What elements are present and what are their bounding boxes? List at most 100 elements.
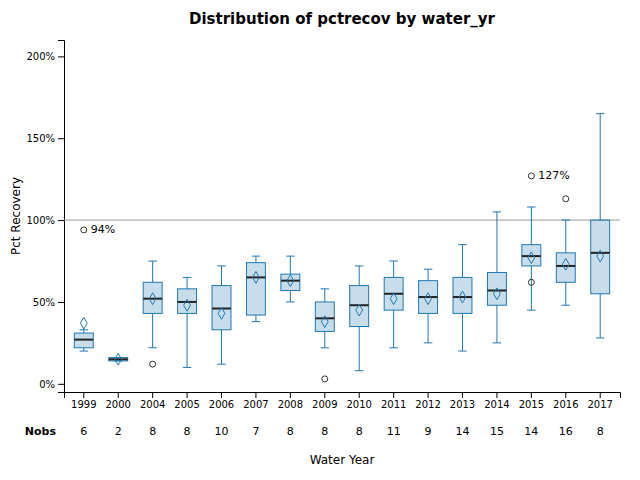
x-tick-mark: [324, 392, 325, 398]
whisker-cap-low: [286, 301, 295, 302]
x-tick: 2000: [105, 392, 130, 410]
box: [281, 256, 300, 302]
marks: [64, 114, 620, 382]
x-tick-mark: [565, 392, 566, 398]
whisker-cap-high: [286, 256, 295, 257]
whisker-cap-low: [458, 351, 467, 352]
whisker-high: [255, 256, 256, 263]
nobs-count: 7: [252, 425, 259, 438]
x-tick: 2005: [174, 392, 199, 410]
annotation: 127%: [538, 169, 569, 182]
whisker-low: [324, 331, 325, 347]
box: [74, 227, 93, 351]
mean-marker: [528, 252, 535, 264]
x-tick-label: 2017: [587, 399, 612, 410]
nobs-count: 8: [287, 425, 294, 438]
whisker-cap-low: [80, 351, 89, 352]
median: [556, 265, 575, 267]
whisker-cap-high: [389, 261, 398, 262]
x-axis: 1999200020042005200620072008200920102011…: [65, 392, 621, 410]
whisker-low: [152, 313, 153, 347]
x-tick-label: 2015: [519, 399, 544, 410]
nobs-count: 8: [356, 425, 363, 438]
median: [74, 339, 93, 341]
chart: 0%50%100%150%200%19992000200420052006200…: [0, 0, 640, 480]
box: [350, 266, 369, 371]
box: [384, 261, 403, 348]
x-tick: 2004: [140, 392, 165, 410]
x-tick: 2009: [312, 392, 337, 410]
median: [281, 280, 300, 282]
x-tick-label: 1999: [71, 399, 96, 410]
whisker-cap-low: [527, 310, 536, 311]
x-tick: 2011: [381, 392, 406, 410]
x-tick-mark: [600, 392, 601, 398]
box-iqr: [212, 286, 231, 330]
box-iqr: [384, 277, 403, 310]
x-tick: 2012: [415, 392, 440, 410]
x-tick-label: 2006: [209, 399, 234, 410]
whisker-cap-low: [217, 364, 226, 365]
whisker-high: [565, 220, 566, 253]
whisker-low: [221, 330, 222, 364]
mean-marker: [562, 258, 569, 270]
whisker-low: [565, 282, 566, 305]
median: [246, 276, 265, 278]
box: [453, 245, 472, 351]
mean-marker: [390, 293, 397, 305]
y-tick-mark: [58, 220, 64, 221]
annotations: 94%127%: [91, 169, 570, 236]
x-tick: 2006: [209, 392, 234, 410]
y-tick-mark: [58, 56, 64, 57]
median: [143, 298, 162, 300]
median: [419, 296, 438, 298]
outlier: [150, 361, 156, 367]
x-tick: 2017: [587, 392, 612, 410]
nobs-count: 9: [425, 425, 432, 438]
x-tick-mark: [221, 392, 222, 398]
outlier: [322, 376, 328, 382]
box-iqr: [556, 253, 575, 282]
median: [109, 358, 128, 360]
x-tick-mark: [83, 392, 84, 398]
x-tick-label: 2016: [553, 399, 578, 410]
x-tick-mark: [118, 392, 119, 398]
whisker-high: [393, 261, 394, 277]
plot: 0%50%100%150%200%19992000200420052006200…: [25, 41, 621, 439]
x-tick-mark: [428, 392, 429, 398]
median: [453, 296, 472, 298]
title: Distribution of pctrecov by water_yr: [189, 10, 496, 28]
box-iqr: [178, 289, 197, 314]
y-tick-mark: [58, 384, 64, 385]
mean-marker: [218, 308, 225, 320]
whisker-cap-high: [148, 261, 157, 262]
whisker-high: [462, 245, 463, 278]
x-tick-mark: [290, 392, 291, 398]
x-tick-label: 2005: [174, 399, 199, 410]
whisker-cap-high: [527, 206, 536, 207]
y-tick: 50%: [33, 297, 64, 308]
whisker-cap-low: [252, 321, 261, 322]
y-axis-line: [58, 41, 65, 393]
whisker-low: [393, 310, 394, 348]
whisker-cap-high: [355, 265, 364, 266]
mean-marker: [494, 288, 501, 300]
x-tick: 1999: [71, 392, 96, 410]
y-tick-label: 0%: [39, 379, 55, 390]
box: [591, 114, 610, 338]
nobs-count: 6: [80, 425, 87, 438]
x-tick-mark: [255, 392, 256, 398]
x-tick-label: 2014: [484, 399, 509, 410]
whisker-cap-low: [596, 337, 605, 338]
whisker-high: [531, 207, 532, 245]
x-tick-label: 2007: [243, 399, 268, 410]
box: [419, 269, 438, 343]
x-tick: 2015: [519, 392, 544, 410]
x-tick-label: 2013: [450, 399, 475, 410]
box-iqr: [143, 282, 162, 313]
nobs-label: Nobs: [25, 425, 57, 438]
x-tick-mark: [187, 392, 188, 398]
whisker-cap-high: [424, 269, 433, 270]
whisker-high: [324, 289, 325, 302]
box: [178, 277, 197, 367]
